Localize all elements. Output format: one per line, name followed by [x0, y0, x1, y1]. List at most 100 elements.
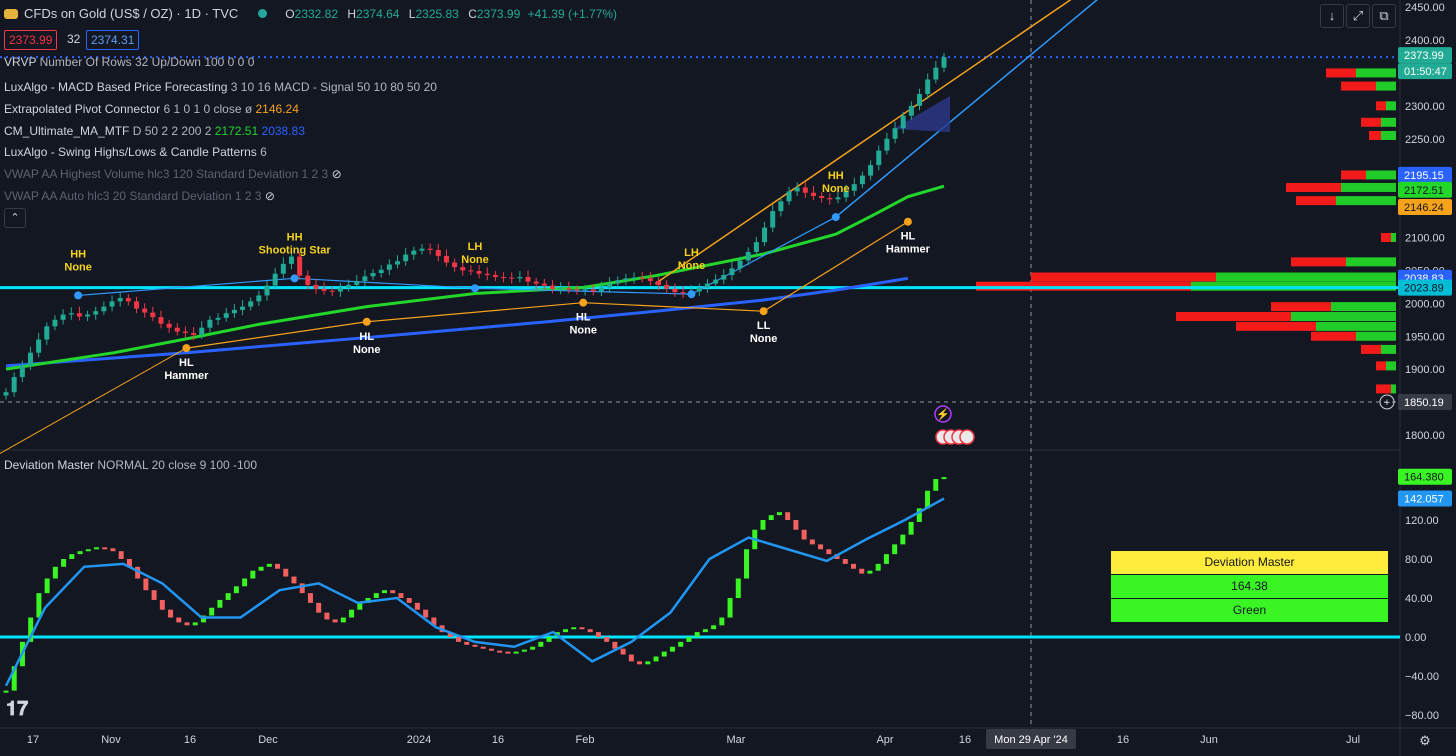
candle-body — [509, 277, 515, 279]
deviation-bar — [941, 477, 947, 480]
candle-body — [411, 250, 417, 255]
deviation-bar — [390, 590, 396, 594]
deviation-bar — [340, 617, 346, 623]
indicator-deviation-master[interactable]: Deviation Master NORMAL 20 close 9 100 -… — [4, 458, 258, 472]
deviation-bar — [61, 559, 67, 567]
spread-value: 32 — [67, 32, 81, 46]
deviation-bar — [875, 563, 881, 571]
deviation-bar — [414, 602, 420, 610]
deviation-bar — [505, 651, 511, 654]
deviation-bar — [571, 627, 577, 630]
extrapolated-high-line — [835, 0, 1098, 218]
time-tick-label: 17 — [27, 734, 39, 746]
candle-body — [656, 280, 662, 285]
collapse-legend-button[interactable]: ⌃ — [4, 208, 26, 228]
lightning-icon — [934, 405, 952, 423]
deviation-bar — [324, 612, 330, 620]
candle-body — [264, 285, 270, 296]
symbol-title[interactable]: CFDs on Gold (US$ / OZ) · 1D · TVC — [24, 6, 239, 21]
time-tick-label: Apr — [876, 734, 893, 746]
candle-body — [93, 311, 99, 315]
candle-body — [835, 197, 841, 200]
swing-type-label: HL — [179, 357, 194, 369]
deviation-bar — [381, 590, 387, 594]
sell-button[interactable]: 2373.99 — [4, 30, 58, 50]
time-tick-label: Nov — [101, 734, 121, 746]
deviation-bar — [44, 578, 50, 594]
deviation-bar — [126, 559, 132, 567]
deviation-bar — [604, 637, 610, 642]
price-tick-label: 2000.00 — [1405, 298, 1445, 310]
table-title: Deviation Master — [1111, 551, 1388, 574]
deviation-bar — [645, 661, 651, 665]
indicator-pivot-connector[interactable]: Extrapolated Pivot Connector 6 1 0 1 0 c… — [4, 102, 299, 116]
deviation-bar — [735, 578, 741, 598]
arrow-down-icon[interactable]: ↓ — [1320, 4, 1344, 28]
volume-profile-down-bar — [1376, 101, 1386, 111]
swing-pattern-label: Shooting Star — [259, 244, 332, 256]
swing-type-label: HL — [901, 231, 916, 243]
candle-body — [549, 285, 555, 289]
symbol-header: CFDs on Gold (US$ / OZ) · 1D · TVC O2332… — [4, 6, 617, 21]
volume-profile-up-bar — [1391, 233, 1396, 242]
candle-body — [207, 319, 213, 328]
buy-button[interactable]: 2374.31 — [86, 30, 140, 50]
deviation-bar — [916, 508, 922, 522]
indicator-vwap-auto[interactable]: VWAP AA Auto hlc3 20 Standard Deviation … — [4, 189, 275, 203]
restore-icon[interactable]: ⧉ — [1372, 4, 1396, 28]
deviation-master-table: Deviation Master 164.38 Green — [1111, 551, 1388, 623]
candle-body — [52, 319, 58, 327]
indicator-cm-ma[interactable]: CM_Ultimate_MA_MTF D 50 2 2 200 2 2172.5… — [4, 124, 305, 138]
deviation-bar — [727, 598, 733, 618]
candle-body — [639, 277, 645, 279]
deviation-bar — [579, 627, 585, 630]
candle-body — [517, 277, 523, 279]
volume-profile-down-bar — [1361, 117, 1381, 127]
indicator-swing-hl[interactable]: LuxAlgo - Swing Highs/Lows & Candle Patt… — [4, 145, 267, 159]
candle-body — [109, 301, 115, 307]
candle-body — [713, 279, 719, 284]
candle-body — [460, 267, 466, 271]
volume-profile-down-bar — [1381, 233, 1391, 242]
deviation-bar — [686, 637, 692, 642]
crosshair-date-label: Mon 29 Apr '24 — [994, 734, 1068, 746]
volume-profile-up-bar — [1381, 344, 1396, 354]
deviation-bar — [349, 609, 355, 618]
deviation-bar — [52, 566, 58, 579]
candle-body — [223, 313, 229, 318]
candle-body — [762, 227, 768, 243]
swing-type-label: HH — [70, 248, 86, 260]
indicator-macd-forecast[interactable]: LuxAlgo - MACD Based Price Forecasting 3… — [4, 80, 437, 94]
volume-profile-down-bar — [1341, 170, 1366, 180]
ohlc-values: O2332.82 H2374.64 L2325.83 C2373.99 +41.… — [285, 6, 618, 21]
deviation-bar — [250, 570, 256, 579]
volume-profile-up-bar — [1331, 302, 1396, 312]
candle-body — [36, 339, 42, 353]
tradingview-logo-icon[interactable]: 𝟏𝟕 — [6, 698, 29, 720]
maximize-icon[interactable]: ⤢ — [1346, 4, 1370, 28]
candle-body — [859, 175, 865, 185]
candle-body — [288, 256, 294, 264]
candle-body — [566, 288, 572, 290]
swing-pattern-label: None — [569, 325, 597, 337]
deviation-bar — [521, 649, 527, 652]
eye-hidden-icon: ⊘ — [331, 167, 342, 181]
candle-body — [598, 287, 604, 292]
candle-body — [582, 289, 588, 291]
deviation-bar — [36, 593, 42, 618]
swing-pattern-label: None — [64, 261, 92, 273]
price-tick-label: 2300.00 — [1405, 101, 1445, 113]
market-open-icon — [258, 9, 268, 18]
price-tick-label: 2100.00 — [1405, 233, 1445, 245]
candle-body — [427, 248, 433, 251]
osc-tick-label: 120.00 — [1405, 515, 1439, 527]
indicator-vwap-highest[interactable]: VWAP AA Highest Volume hlc3 120 Standard… — [4, 167, 342, 181]
candle-body — [558, 288, 564, 290]
indicator-vrvp[interactable]: VRVP Number Of Rows 32 Up/Down 100 0 0 0 — [4, 55, 255, 69]
deviation-bar — [480, 646, 486, 649]
candle-body — [729, 268, 735, 276]
time-tick-label: 2024 — [407, 734, 431, 746]
candle-body — [468, 270, 474, 272]
deviation-bar — [867, 570, 873, 574]
